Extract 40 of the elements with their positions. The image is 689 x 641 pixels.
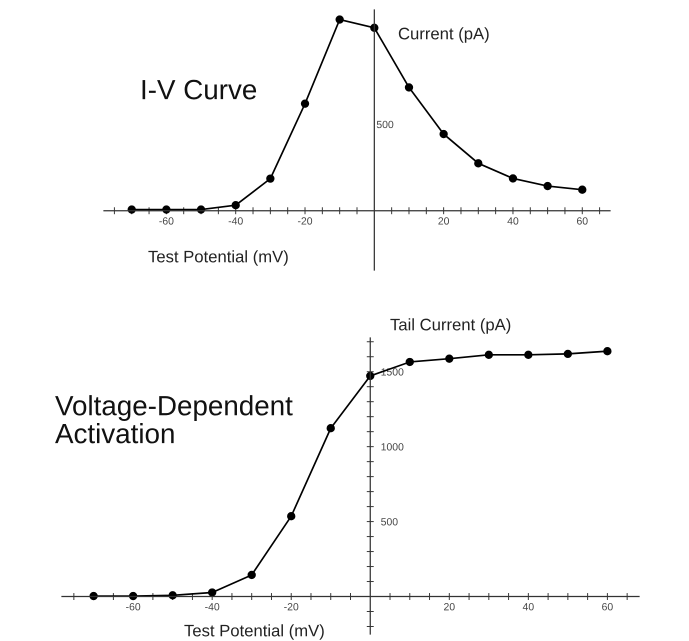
x-tick-label: 20 [444,603,455,610]
y-tick-label: 500 [381,518,398,526]
point [508,174,518,183]
point [578,186,586,194]
x-axis-title: Test Potential (mV) [184,624,324,640]
x-tick-label: 20 [438,217,450,225]
y-axis-title: Tail Current (pA) [390,318,510,334]
point [524,350,533,359]
point [404,83,414,92]
point [484,350,493,359]
point [603,347,612,356]
x-tick-label: -40 [205,603,220,610]
x-axis-title: Test Potential (mV) [148,250,288,266]
point [232,201,240,210]
x-tick-label: -60 [159,217,174,225]
x-tick-label: 60 [577,217,588,225]
x-tick-label: -60 [126,603,140,610]
point [445,354,454,363]
text: I-V Curve [142,80,256,100]
point [474,159,482,168]
text: Voltage-Dependent Activation [55,395,293,444]
point [564,350,572,358]
point [336,15,344,24]
y-axis-title: Current (pA) [398,27,489,43]
x-tick-label: -40 [228,217,243,225]
point [543,182,552,190]
point [326,424,335,432]
point [287,512,296,520]
point [248,570,256,580]
x-tick-label: 40 [507,217,518,225]
point [208,588,216,597]
x-tick-label: 40 [522,603,534,610]
x-tick-label: -20 [284,603,298,610]
x-tick-label: 60 [602,603,613,610]
x-tick-label: -20 [298,217,312,225]
point [406,358,414,366]
point [266,174,275,183]
point [439,130,448,138]
y-tick-label: 1000 [381,443,404,451]
point [300,100,310,108]
